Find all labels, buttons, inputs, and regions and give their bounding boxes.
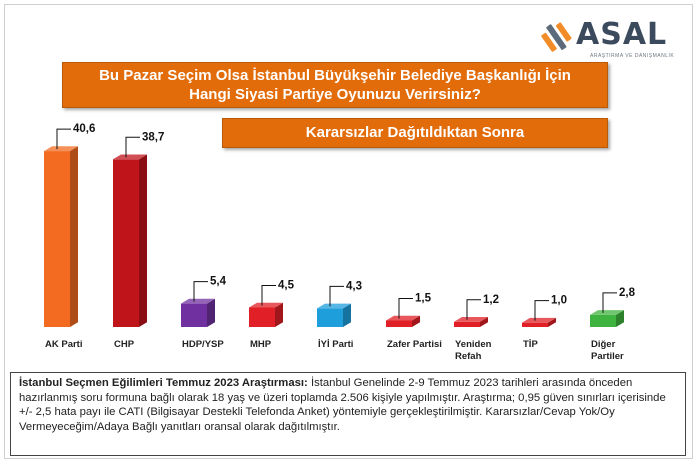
category-label: Yeniden <box>455 339 492 350</box>
category-label: Partiler <box>591 351 624 362</box>
data-label-leader <box>125 136 140 158</box>
methodology-text: İstanbul Genelinde 2-9 Temmuz 2023 tarih… <box>19 377 666 433</box>
chart-title-line-1: Bu Pazar Seçim Olsa İstanbul Büyükşehir … <box>99 67 571 84</box>
methodology-heading: İstanbul Seçmen Eğilimleri Temmuz 2023 A… <box>19 377 308 389</box>
bar-side <box>343 303 351 327</box>
data-label: 4,5 <box>278 280 295 292</box>
bar-side <box>616 310 624 327</box>
data-label: 2,8 <box>619 287 636 299</box>
data-label-leader <box>329 285 344 307</box>
bar <box>590 314 616 327</box>
bar-top <box>317 303 351 309</box>
bar-top <box>44 146 78 152</box>
logo-name: ASAL <box>576 17 668 52</box>
bar-top <box>249 302 283 308</box>
category-label: Refah <box>455 351 482 362</box>
logo-tagline: ARAŞTIRMA VE DANIŞMANLIK <box>590 53 675 59</box>
bar-chart: 40,6 AK Parti 38,7 CHP 5,4 HDP/YSP 4,5 MHP 4,3 İY… <box>44 123 636 362</box>
data-label: 5,4 <box>210 276 227 288</box>
chart-title-line-2: Hangi Siyasi Partiye Oyunuzu Verirsiniz? <box>189 86 481 103</box>
asal-logo: ASAL ARAŞTIRMA VE DANIŞMANLIK <box>540 16 680 64</box>
bar-side <box>275 302 283 327</box>
data-label: 1,2 <box>483 294 499 306</box>
category-label: Diğer <box>591 339 616 350</box>
category-label: TİP <box>523 339 538 350</box>
data-label: 4,3 <box>346 280 362 292</box>
category-label: HDP/YSP <box>182 339 224 350</box>
bar <box>44 151 70 327</box>
data-label-leader <box>534 300 549 321</box>
data-label: 40,6 <box>73 123 95 135</box>
bar-side <box>412 315 420 327</box>
chart-title: Bu Pazar Seçim Olsa İstanbul Büyükşehir … <box>62 62 608 108</box>
bar-side <box>480 317 488 327</box>
data-label: 38,7 <box>142 131 164 143</box>
methodology-note: İstanbul Seçmen Eğilimleri Temmuz 2023 A… <box>10 372 686 456</box>
bar <box>522 322 548 327</box>
bar <box>386 320 412 327</box>
chart-subtitle: Kararsızlar Dağıtıldıktan Sonra <box>222 118 608 148</box>
bar <box>249 307 275 327</box>
bar-side <box>548 317 556 327</box>
bar <box>113 159 139 327</box>
bar <box>317 308 343 327</box>
bar-top <box>454 317 488 322</box>
bar-side <box>207 298 215 327</box>
category-label: Zafer Partisi <box>387 339 442 350</box>
bar-top <box>181 298 215 304</box>
bar-top <box>386 315 420 321</box>
data-label-leader <box>193 281 208 302</box>
bar <box>181 303 207 327</box>
bar-side <box>139 154 147 327</box>
data-label-leader <box>398 298 413 319</box>
bar-top <box>522 317 556 323</box>
category-label: AK Parti <box>45 339 82 350</box>
category-label: CHP <box>114 339 135 350</box>
asal-logo-icon <box>541 22 572 52</box>
bar <box>454 321 480 327</box>
bar-top <box>590 310 624 315</box>
category-label: MHP <box>250 339 272 350</box>
bar-top <box>113 154 147 160</box>
data-label: 1,0 <box>551 295 567 307</box>
category-label: İYİ Parti <box>318 339 353 350</box>
data-label-leader <box>261 285 276 306</box>
data-label: 1,5 <box>415 293 432 305</box>
bar-side <box>70 146 78 327</box>
data-label-leader <box>466 299 481 320</box>
data-label-leader <box>56 128 71 150</box>
data-label-leader <box>602 292 617 313</box>
